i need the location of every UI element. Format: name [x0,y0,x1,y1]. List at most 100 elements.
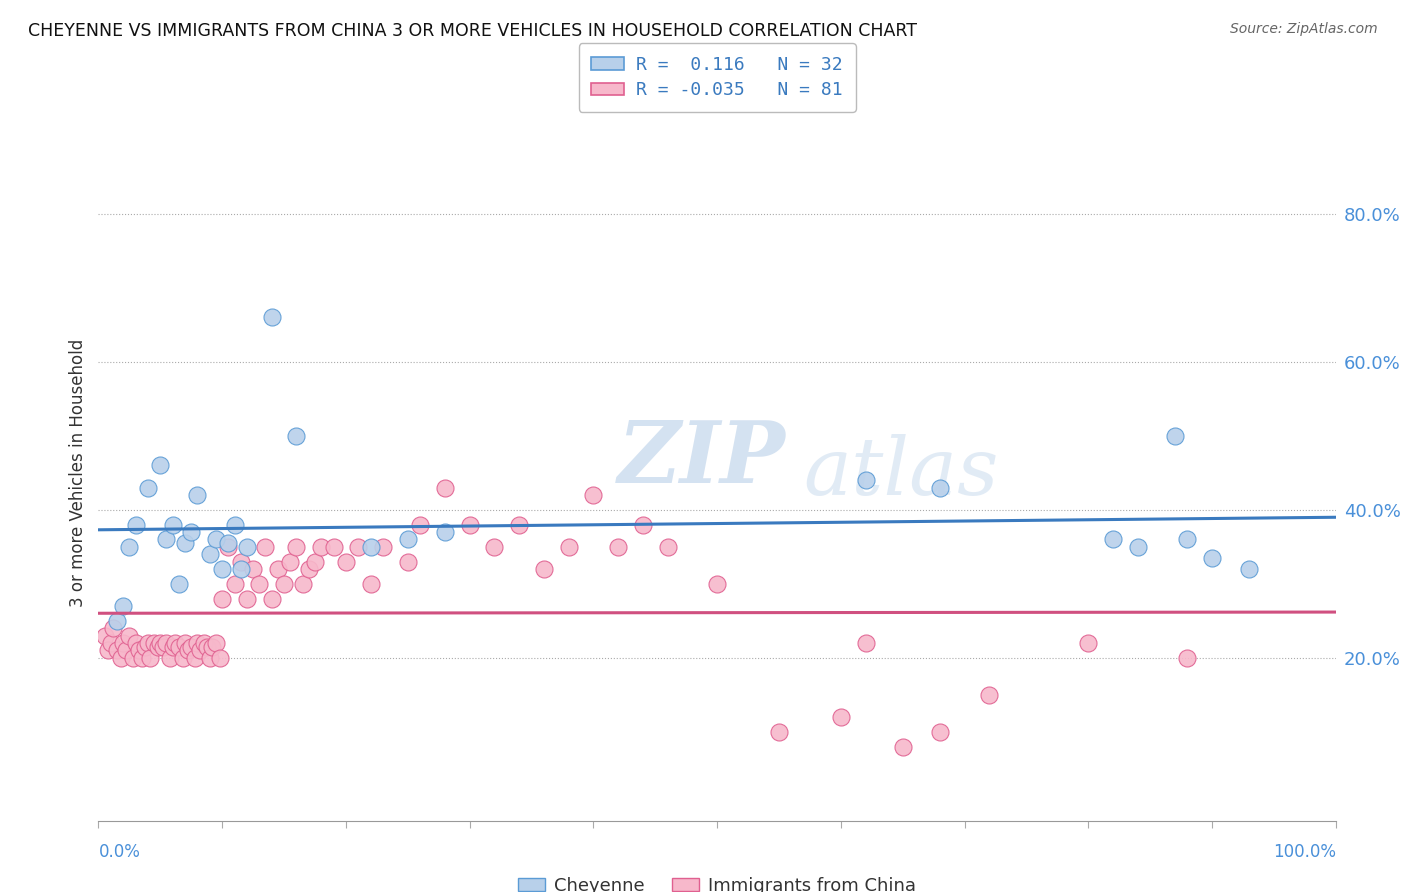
Point [236,591,259,606]
Point [122,650,145,665]
Point [433,481,456,495]
Point [186,488,208,502]
Point [118,540,141,554]
Point [217,536,239,550]
Point [254,540,277,554]
Text: 100.0%: 100.0% [1272,843,1336,861]
Point [136,481,159,495]
Point [830,710,852,724]
Point [180,640,202,654]
Point [291,576,314,591]
Point [236,540,259,554]
Y-axis label: 3 or more Vehicles in Household: 3 or more Vehicles in Household [69,339,87,607]
Point [167,576,190,591]
Point [159,650,181,665]
Point [184,650,207,665]
Point [165,636,187,650]
Point [768,724,790,739]
Text: atlas: atlas [804,434,1000,511]
Point [134,640,156,654]
Point [1126,540,1149,554]
Legend: R =  0.116   N = 32, R = -0.035   N = 81: R = 0.116 N = 32, R = -0.035 N = 81 [578,44,856,112]
Point [180,524,202,539]
Point [607,540,630,554]
Point [855,473,877,487]
Point [433,524,456,539]
Point [229,555,252,569]
Point [582,488,605,502]
Point [360,576,382,591]
Point [176,643,198,657]
Point [167,640,190,654]
Point [278,555,301,569]
Point [118,629,141,643]
Point [97,643,120,657]
Point [174,536,197,550]
Text: 0.0%: 0.0% [98,843,141,861]
Point [205,533,228,547]
Text: CHEYENNE VS IMMIGRANTS FROM CHINA 3 OR MORE VEHICLES IN HOUSEHOLD CORRELATION CH: CHEYENNE VS IMMIGRANTS FROM CHINA 3 OR M… [28,22,917,40]
Point [508,517,530,532]
Point [114,643,136,657]
Point [557,540,579,554]
Point [149,458,172,473]
Point [260,591,283,606]
Point [242,562,264,576]
Point [706,576,728,591]
Point [188,643,211,657]
Point [112,599,135,613]
Point [298,562,321,576]
Point [891,739,914,754]
Point [162,640,184,654]
Point [1201,550,1223,565]
Point [152,640,174,654]
Point [217,540,239,554]
Point [396,533,419,547]
Point [105,643,128,657]
Point [1175,533,1198,547]
Point [335,555,357,569]
Point [273,576,295,591]
Point [657,540,679,554]
Point [229,562,252,576]
Point [533,562,555,576]
Point [309,540,332,554]
Point [155,636,177,650]
Point [155,533,177,547]
Point [201,640,224,654]
Point [1175,650,1198,665]
Point [128,643,150,657]
Point [100,636,122,650]
Point [458,517,481,532]
Point [1077,636,1099,650]
Point [224,517,246,532]
Point [149,636,172,650]
Point [143,636,166,650]
Point [247,576,270,591]
Point [198,650,221,665]
Point [193,636,215,650]
Point [409,517,432,532]
Point [1164,429,1187,443]
Point [322,540,344,554]
Point [224,576,246,591]
Point [855,636,877,650]
Point [208,650,231,665]
Point [304,555,326,569]
Point [124,517,146,532]
Point [112,636,135,650]
Point [928,724,950,739]
Point [484,540,506,554]
Point [103,621,125,635]
Point [1102,533,1125,547]
Point [186,636,208,650]
Point [174,636,197,650]
Point [928,481,950,495]
Point [631,517,654,532]
Point [396,555,419,569]
Point [267,562,290,576]
Point [93,629,115,643]
Point [211,562,233,576]
Point [162,517,184,532]
Point [285,429,308,443]
